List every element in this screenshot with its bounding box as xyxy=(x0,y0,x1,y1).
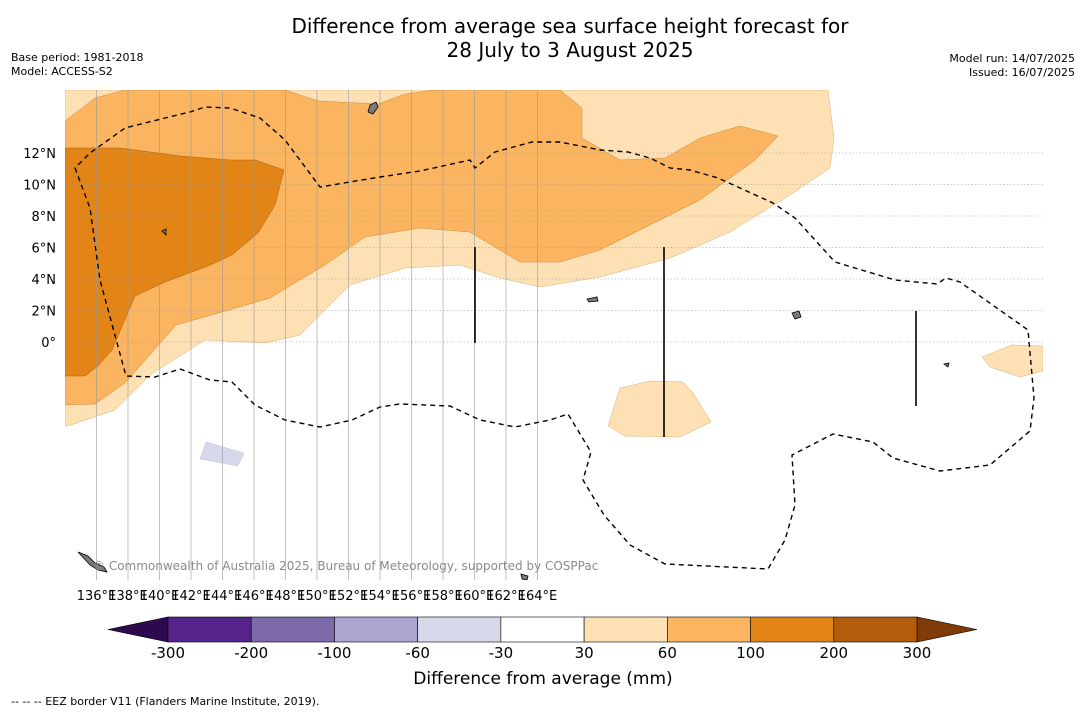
map-area xyxy=(65,90,1043,580)
x-tick-label: 148°E xyxy=(266,589,306,604)
island-kosrae xyxy=(791,310,802,320)
colorbar-bin xyxy=(583,616,668,643)
title-line-1: Difference from average sea surface heig… xyxy=(291,14,849,38)
islands xyxy=(77,101,950,580)
colorbar-bin xyxy=(250,616,335,643)
anomaly-region-100-200 xyxy=(65,147,285,377)
colorbar-bin xyxy=(500,616,585,643)
y-tick-label: 8°N xyxy=(32,210,57,225)
y-axis-labels: 12°N 10°N 8°N 6°N 4°N 2°N 0° xyxy=(23,147,56,351)
x-tick-label: 144°E xyxy=(203,589,243,604)
colorbar-bin xyxy=(667,616,751,643)
island-palau xyxy=(77,551,108,573)
colorbar-tick-label: 200 xyxy=(819,644,848,662)
x-tick-label: 150°E xyxy=(297,589,337,604)
colorbar-bin xyxy=(750,616,835,643)
y-tick-label: 10°N xyxy=(23,179,56,194)
colorbar-bin xyxy=(167,616,252,643)
base-period: Base period: 1981-2018 xyxy=(11,51,144,64)
gridlines xyxy=(65,90,1043,580)
colorbar-over-arrow xyxy=(916,616,978,643)
model-name: Model: ACCESS-S2 xyxy=(11,65,113,78)
y-tick-label: 4°N xyxy=(32,273,57,288)
x-tick-label: 156°E xyxy=(392,589,432,604)
x-tick-label: 162°E xyxy=(486,589,526,604)
y-tick-label: 2°N xyxy=(32,305,57,320)
x-tick-label: 136°E xyxy=(77,589,117,604)
island-guam xyxy=(367,101,379,115)
colorbar-bin xyxy=(833,616,918,643)
colorbar-tick-label: -100 xyxy=(317,644,351,662)
island-pohnpei-sm xyxy=(586,296,599,303)
x-tick-label: 164°E xyxy=(518,589,558,604)
x-tick-label: 138°E xyxy=(108,589,148,604)
colorbar: -300 -200 -100 -60 -30 30 60 100 200 300 xyxy=(107,616,978,662)
colorbar-title: Difference from average (mm) xyxy=(413,669,672,689)
x-tick-label: 152°E xyxy=(329,589,369,604)
issued-date: Issued: 16/07/2025 xyxy=(968,66,1075,79)
colorbar-tick-label: -30 xyxy=(489,644,514,662)
model-run: Model run: 14/07/2025 xyxy=(949,52,1075,65)
colorbar-tick-label: -60 xyxy=(405,644,430,662)
colorbar-tick-label: 60 xyxy=(658,644,677,662)
y-tick-label: 0° xyxy=(41,336,56,351)
x-tick-label: 146°E xyxy=(234,589,274,604)
x-tick-label: 142°E xyxy=(171,589,211,604)
island-small-2 xyxy=(943,362,950,368)
colorbar-tick-label: 30 xyxy=(575,644,594,662)
x-tick-label: 140°E xyxy=(140,589,180,604)
colorbar-tick-label: -200 xyxy=(234,644,268,662)
meta-right: Model run: 14/07/2025 Issued: 16/07/2025 xyxy=(949,52,1075,80)
chart-title: Difference from average sea surface heig… xyxy=(0,14,1085,62)
anomaly-patch-164e xyxy=(981,344,1043,378)
x-tick-label: 158°E xyxy=(423,589,463,604)
colorbar-tick-label: -300 xyxy=(151,644,185,662)
colorbar-bin xyxy=(334,616,418,643)
island-small-1 xyxy=(161,228,167,236)
y-tick-label: 12°N xyxy=(23,147,56,162)
colorbar-bin xyxy=(417,616,502,643)
anomaly-patch-negative xyxy=(199,441,245,467)
x-tick-label: 154°E xyxy=(360,589,400,604)
colorbar-tick-label: 100 xyxy=(736,644,765,662)
footnote: -- -- -- EEZ border V11 (Flanders Marine… xyxy=(11,695,320,708)
colorbar-tick-label: 300 xyxy=(903,644,932,662)
y-tick-label: 6°N xyxy=(32,242,57,257)
x-tick-label: 160°E xyxy=(455,589,495,604)
eez-border xyxy=(74,106,1035,570)
title-line-2: 28 July to 3 August 2025 xyxy=(446,38,694,62)
colorbar-under-arrow xyxy=(107,616,169,643)
island-small-3 xyxy=(520,573,529,580)
x-axis-labels: 136°E138°E140°E142°E144°E146°E148°E150°E… xyxy=(77,589,558,604)
credit-text: © Commonwealth of Australia 2025, Bureau… xyxy=(93,559,598,573)
anomaly-patch-154e xyxy=(607,380,712,438)
meta-left: Base period: 1981-2018 Model: ACCESS-S2 xyxy=(11,51,143,79)
